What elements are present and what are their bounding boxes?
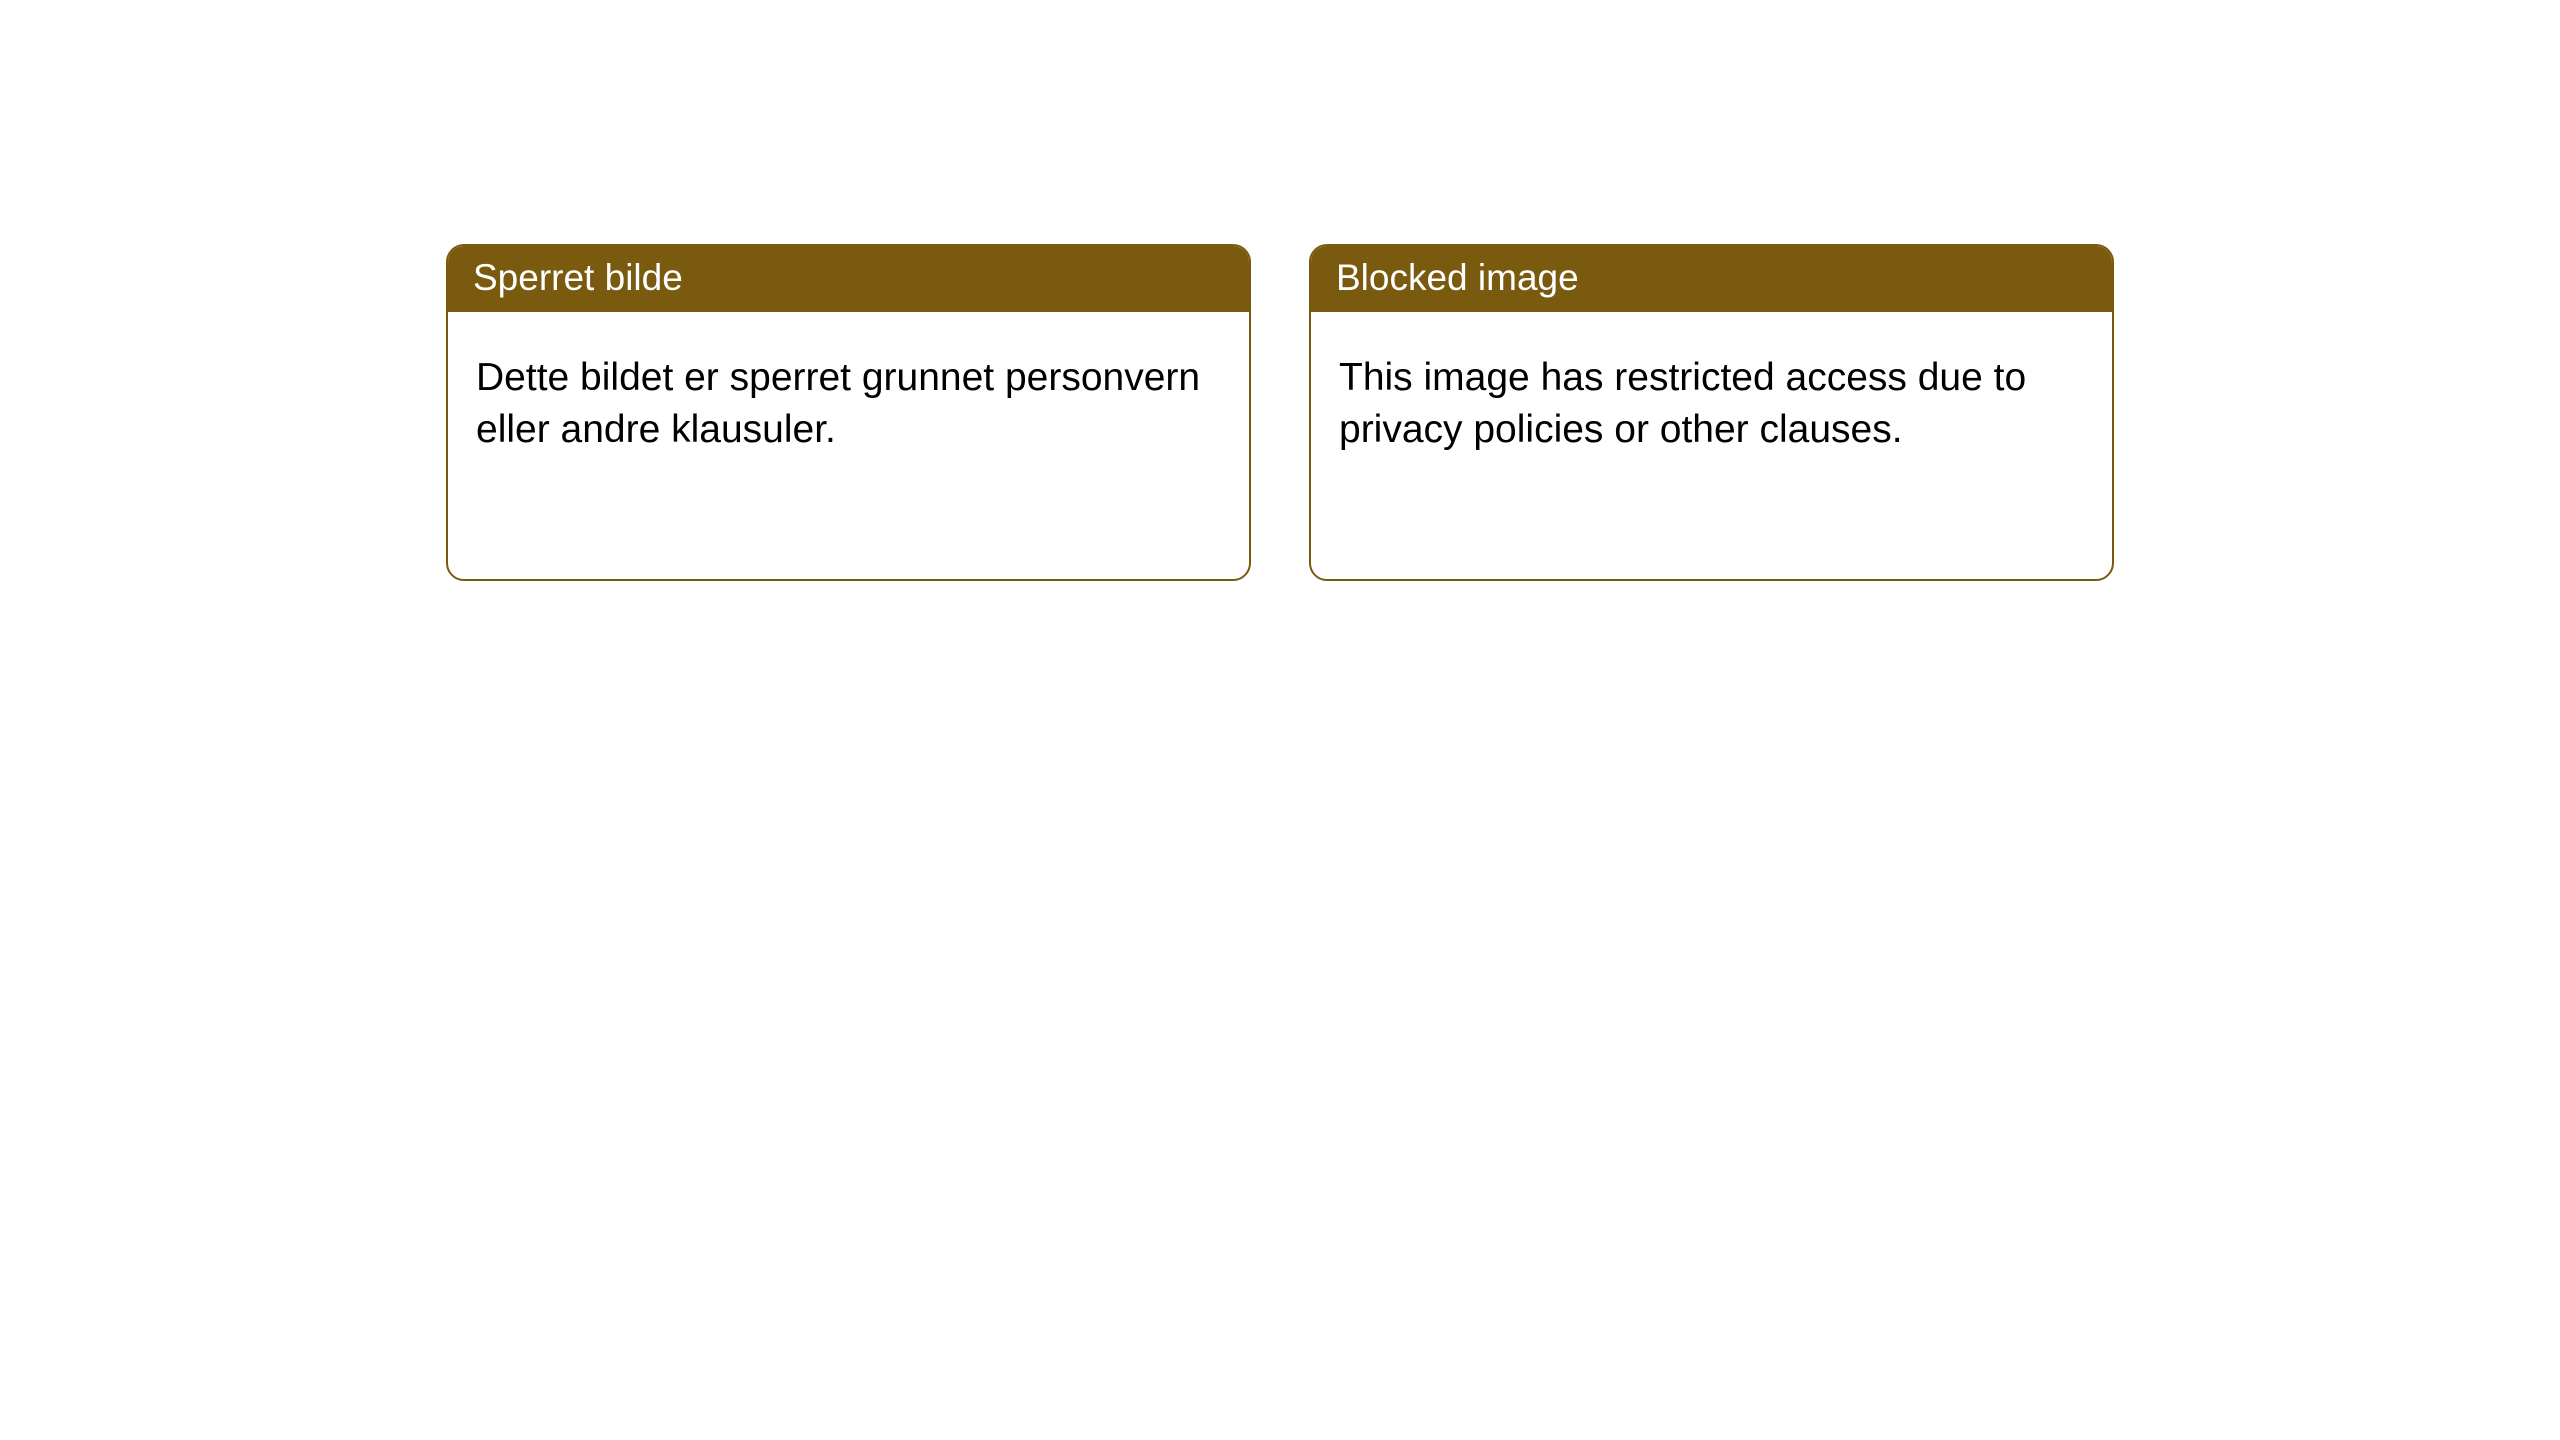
- notice-title: Blocked image: [1336, 257, 1579, 298]
- notice-box-norwegian: Sperret bilde Dette bildet er sperret gr…: [446, 244, 1251, 581]
- notice-container: Sperret bilde Dette bildet er sperret gr…: [0, 0, 2560, 581]
- notice-body-text: Dette bildet er sperret grunnet personve…: [476, 356, 1200, 450]
- notice-body-text: This image has restricted access due to …: [1339, 356, 2026, 450]
- notice-title: Sperret bilde: [473, 257, 683, 298]
- notice-body: This image has restricted access due to …: [1311, 312, 2112, 483]
- notice-header: Sperret bilde: [448, 246, 1249, 312]
- notice-body: Dette bildet er sperret grunnet personve…: [448, 312, 1249, 483]
- notice-header: Blocked image: [1311, 246, 2112, 312]
- notice-box-english: Blocked image This image has restricted …: [1309, 244, 2114, 581]
